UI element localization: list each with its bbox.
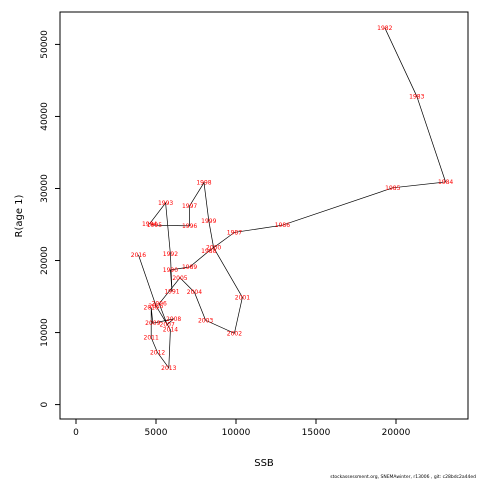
point-label-2008: 2008 <box>166 316 181 323</box>
point-label-2001: 2001 <box>235 294 250 301</box>
point-label-2014: 2014 <box>163 327 178 334</box>
point-label-1986: 1986 <box>275 222 290 229</box>
point-label-2013: 2013 <box>161 365 176 372</box>
point-label-1988: 1988 <box>201 248 216 255</box>
x-tick-label: 5000 <box>145 428 168 438</box>
point-label-2015: 2015 <box>148 303 163 310</box>
point-label-2004: 2004 <box>187 289 202 296</box>
point-label-1991: 1991 <box>164 289 179 296</box>
point-label-2011: 2011 <box>144 335 159 342</box>
x-tick-label: 20000 <box>382 428 411 438</box>
x-tick-label: 15000 <box>302 428 331 438</box>
y-axis-title: R(age 1) <box>14 194 25 237</box>
point-label-1985: 1985 <box>385 185 400 192</box>
point-label-1984: 1984 <box>438 179 453 186</box>
point-labels: 1982 1983 1984 1985 1986 1987 1988 1989 1990 1991… <box>131 25 454 372</box>
point-label-2005: 2005 <box>172 275 187 282</box>
point-label-1990: 1990 <box>163 267 178 274</box>
x-axis: 0 5000 10000 15000 20000 <box>73 419 411 438</box>
point-label-1993: 1993 <box>158 200 173 207</box>
point-label-1989: 1989 <box>182 264 197 271</box>
point-label-1982: 1982 <box>377 25 392 32</box>
point-label-1996: 1996 <box>182 223 197 230</box>
point-label-2000: 2000 <box>206 245 221 252</box>
point-label-1999: 1999 <box>201 218 216 225</box>
point-label-1995: 1995 <box>147 222 162 229</box>
point-label-2003: 2003 <box>198 317 213 324</box>
point-label-2002: 2002 <box>227 330 242 337</box>
y-tick-label: 10000 <box>40 318 50 347</box>
point-label-1994: 1994 <box>142 221 157 228</box>
y-tick-label: 30000 <box>40 174 50 203</box>
point-label-1997: 1997 <box>182 203 197 210</box>
point-label-2010: 2010 <box>144 304 159 311</box>
x-tick-label: 0 <box>73 428 79 438</box>
point-label-1998: 1998 <box>196 180 211 187</box>
point-label-1987: 1987 <box>227 229 242 236</box>
point-label-2016: 2016 <box>131 252 146 259</box>
y-tick-label: 0 <box>40 401 50 407</box>
credit-footer: stockassessment.org, SNEMAwinter, r13006… <box>330 474 476 480</box>
x-axis-title: SSB <box>254 458 274 469</box>
point-label-2006: 2006 <box>152 301 167 308</box>
y-axis: 0 10000 20000 30000 40000 50000 <box>40 30 60 407</box>
point-label-1992: 1992 <box>163 251 178 258</box>
point-label-1983: 1983 <box>409 93 424 100</box>
y-tick-label: 20000 <box>40 246 50 275</box>
x-tick-label: 10000 <box>222 428 251 438</box>
plot-frame <box>59 11 469 420</box>
y-tick-label: 50000 <box>40 30 50 59</box>
point-label-2007: 2007 <box>160 322 175 329</box>
y-tick-label: 40000 <box>40 102 50 131</box>
point-label-2012: 2012 <box>150 350 165 357</box>
point-label-2009: 2009 <box>145 320 160 327</box>
series-line <box>138 27 447 369</box>
